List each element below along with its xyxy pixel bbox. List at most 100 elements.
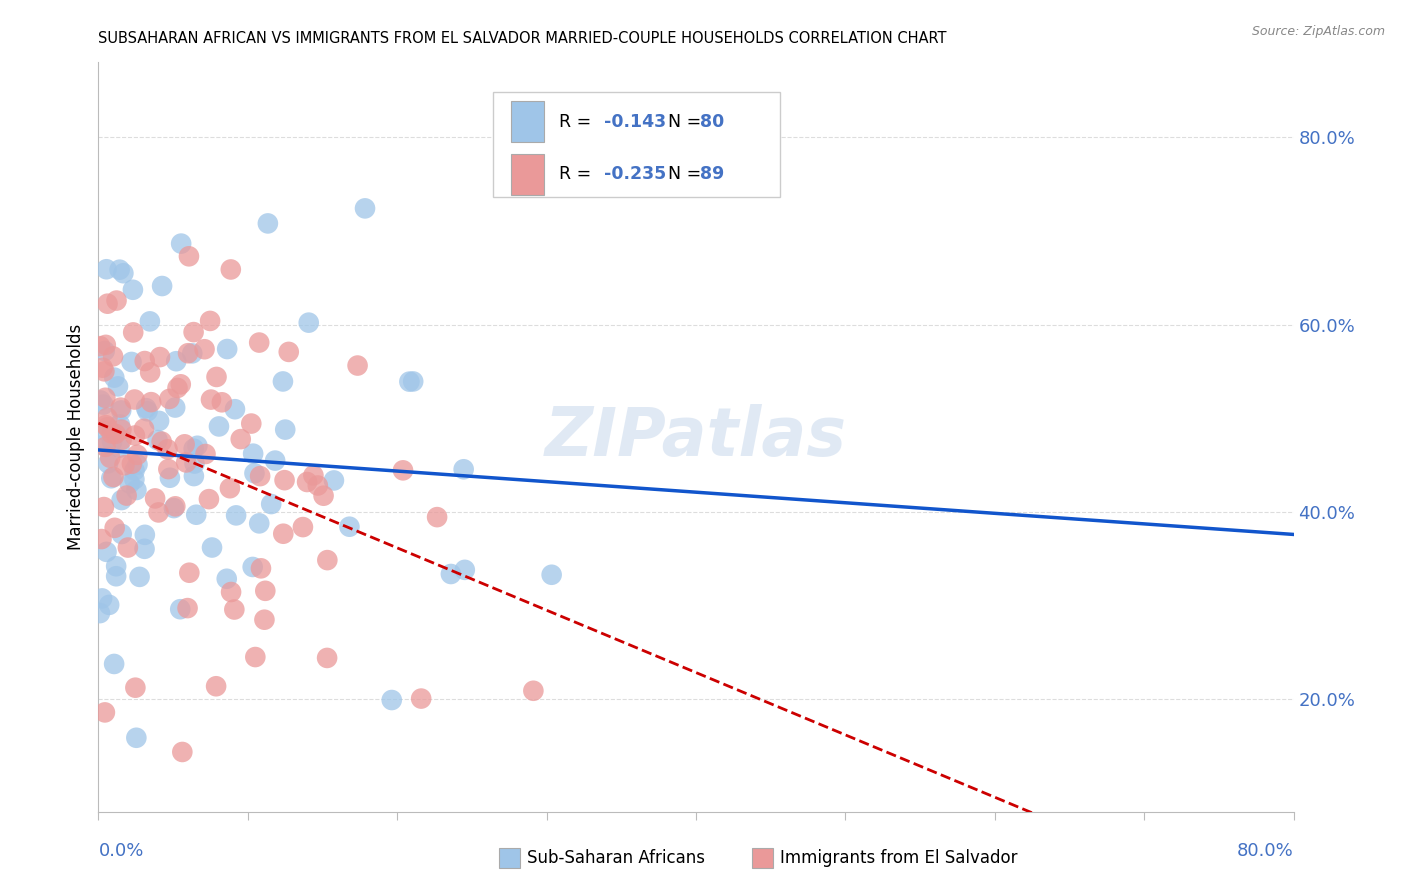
Point — [183, 325, 205, 339]
Point — [165, 401, 187, 415]
Point — [156, 442, 179, 457]
Point — [159, 392, 181, 406]
Text: Sub-Saharan Africans: Sub-Saharan Africans — [527, 849, 706, 867]
Text: N =: N = — [657, 112, 706, 131]
Point — [245, 650, 267, 665]
Point — [111, 527, 134, 541]
Point — [242, 447, 264, 461]
Point — [89, 339, 111, 353]
Point — [224, 402, 246, 417]
Text: -0.143: -0.143 — [605, 112, 666, 131]
Point — [426, 510, 449, 524]
Point — [96, 545, 118, 559]
Point — [94, 418, 117, 433]
Point — [150, 279, 173, 293]
Point — [124, 463, 146, 477]
Point — [127, 448, 149, 462]
Point — [316, 651, 339, 665]
Point — [273, 473, 295, 487]
Point — [225, 508, 247, 523]
Point — [124, 392, 146, 407]
Point — [101, 434, 124, 449]
Point — [183, 457, 205, 471]
Point — [159, 471, 181, 485]
Point — [108, 417, 131, 432]
Point — [208, 419, 231, 434]
Point — [91, 591, 114, 606]
Point — [125, 483, 148, 497]
Point — [93, 343, 115, 358]
Point — [103, 370, 125, 384]
Point — [291, 520, 314, 534]
Point — [105, 293, 128, 308]
Point — [307, 478, 329, 492]
Point — [146, 433, 169, 447]
Point — [141, 395, 163, 409]
Point — [94, 440, 117, 454]
Point — [150, 434, 173, 449]
Point — [93, 398, 115, 412]
Point — [540, 567, 562, 582]
Point — [108, 441, 131, 455]
Point — [219, 262, 242, 277]
Point — [165, 354, 187, 368]
Point — [163, 501, 186, 516]
Point — [205, 370, 228, 384]
Point — [398, 375, 420, 389]
Point — [107, 379, 129, 393]
Point — [224, 602, 246, 616]
Point — [143, 491, 166, 506]
Point — [110, 403, 132, 417]
Text: 89: 89 — [700, 165, 724, 183]
Point — [105, 559, 128, 574]
Point — [186, 439, 208, 453]
Y-axis label: Married-couple Households: Married-couple Households — [66, 324, 84, 550]
Text: ZIPatlas: ZIPatlas — [546, 404, 846, 470]
Point — [101, 349, 124, 363]
Point — [179, 566, 201, 580]
Point — [183, 469, 205, 483]
Point — [198, 492, 221, 507]
Point — [103, 657, 125, 671]
Point — [96, 262, 118, 277]
Text: N =: N = — [657, 165, 706, 183]
Point — [170, 236, 193, 251]
Point — [174, 455, 197, 469]
Point — [98, 450, 121, 465]
Point — [411, 691, 433, 706]
Point — [136, 404, 159, 418]
FancyBboxPatch shape — [494, 93, 780, 197]
Point — [94, 338, 117, 352]
Point — [271, 526, 294, 541]
Point — [264, 453, 287, 467]
Point — [229, 432, 252, 446]
Point — [148, 505, 170, 519]
Point — [105, 569, 128, 583]
Point — [257, 216, 280, 230]
Point — [97, 456, 120, 470]
Point — [440, 566, 463, 581]
Text: 0.0%: 0.0% — [98, 842, 143, 860]
Point — [312, 489, 335, 503]
Point — [128, 570, 150, 584]
Point — [121, 355, 143, 369]
Point — [205, 679, 228, 693]
Point — [94, 424, 117, 438]
Point — [217, 342, 239, 356]
Point — [354, 202, 377, 216]
Point — [253, 613, 276, 627]
Point — [115, 489, 138, 503]
Text: SUBSAHARAN AFRICAN VS IMMIGRANTS FROM EL SALVADOR MARRIED-COUPLE HOUSEHOLDS CORR: SUBSAHARAN AFRICAN VS IMMIGRANTS FROM EL… — [98, 31, 946, 46]
Text: 80: 80 — [700, 112, 724, 131]
Point — [186, 508, 208, 522]
Point — [453, 462, 475, 476]
Point — [173, 437, 195, 451]
Point — [166, 381, 188, 395]
Text: R =: R = — [558, 112, 596, 131]
Point — [172, 745, 194, 759]
Point — [94, 391, 117, 405]
Point — [93, 364, 115, 378]
Point — [176, 601, 198, 615]
Point — [135, 401, 157, 416]
Point — [219, 585, 242, 599]
